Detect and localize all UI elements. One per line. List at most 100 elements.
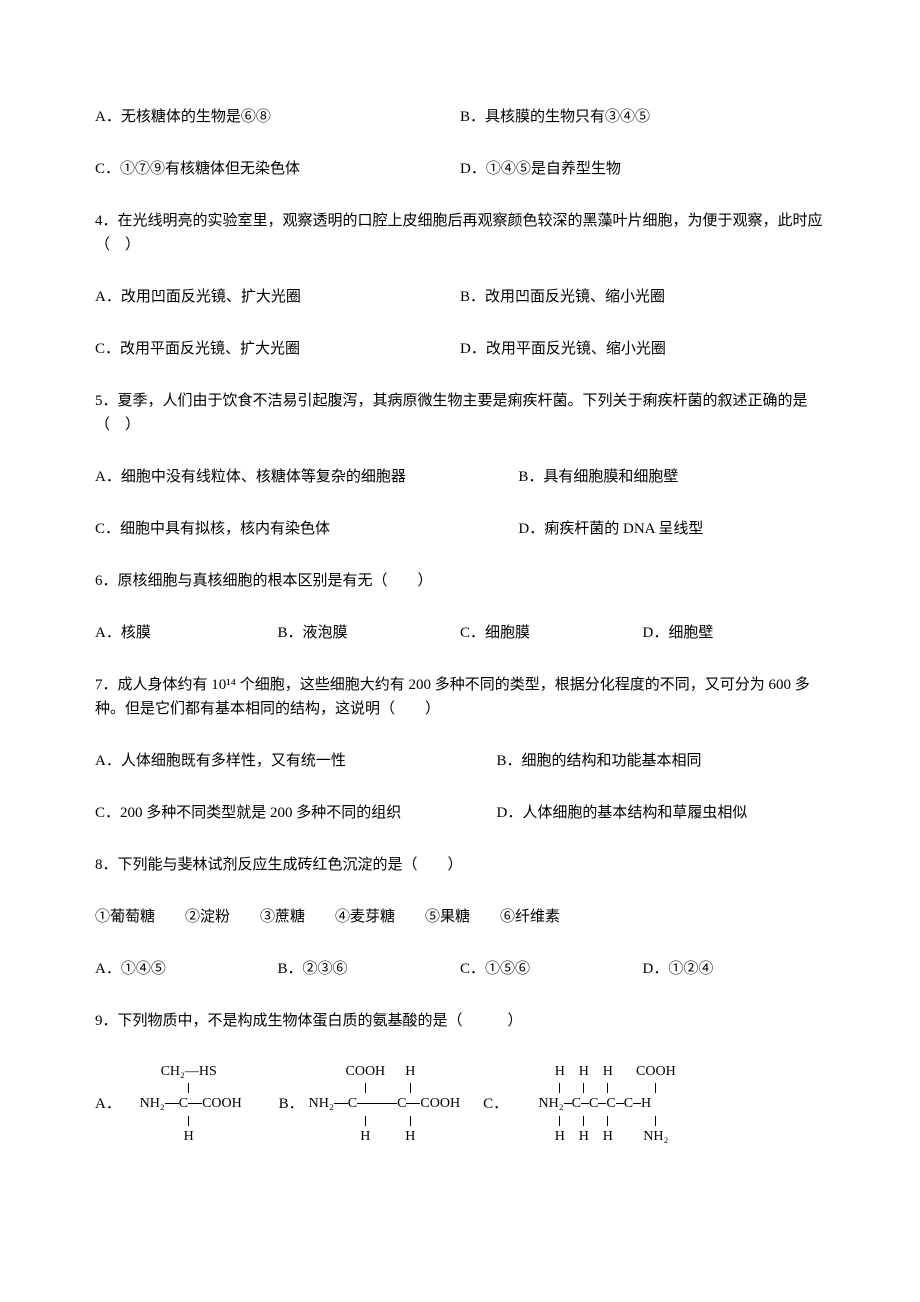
bond-icon	[583, 1116, 584, 1126]
formula-text: H	[548, 1061, 572, 1083]
formula-b: COOH H NH₂CCCOOH	[307, 1061, 461, 1148]
bond-icon	[598, 1103, 606, 1104]
option-prefix: D．	[497, 805, 523, 821]
formula-text: NH₂	[634, 1126, 678, 1148]
bond-icon	[357, 1103, 397, 1104]
bond-icon	[188, 1103, 202, 1104]
q6-text: 6．原核细胞与真核细胞的根本区别是有无（ ）	[95, 569, 825, 593]
option-text: 无核糖体的生物是⑥⑧	[121, 109, 271, 125]
formula-text: COOH	[420, 1093, 460, 1115]
bond-icon	[410, 1116, 411, 1126]
bond-icon	[655, 1083, 656, 1093]
option-text: 改用平面反光镜、扩大光圈	[120, 341, 300, 357]
formula-text: COOH	[343, 1061, 387, 1083]
option-prefix: A．	[95, 753, 121, 769]
option-text: 痢疾杆菌的 DNA 呈线型	[544, 521, 703, 537]
q4-option-a: A．改用凹面反光镜、扩大光圈	[95, 285, 460, 309]
formula-text: NH₂	[309, 1093, 334, 1115]
formula-text: H	[572, 1061, 596, 1083]
q9-option-a: A． CH₂—HS NH₂CCOOH H	[95, 1061, 257, 1148]
q3-option-d: D．①④⑤是自养型生物	[460, 157, 825, 181]
formula-text: H	[403, 1061, 417, 1083]
formula-text: COOH	[634, 1061, 678, 1083]
option-text: 核膜	[121, 625, 151, 641]
q7-option-a: A．人体细胞既有多样性，又有统一性	[95, 749, 497, 773]
option-text: 细胞中没有线粒体、核糖体等复杂的细胞器	[121, 469, 406, 485]
q5-options-row1: A．细胞中没有线粒体、核糖体等复杂的细胞器 B．具有细胞膜和细胞壁	[95, 465, 825, 489]
bond-icon	[188, 1083, 189, 1093]
q4-option-b: B．改用凹面反光镜、缩小光圈	[460, 285, 825, 309]
q5-text: 5．夏季，人们由于饮食不洁易引起腹泻，其病原微生物主要是痢疾杆菌。下列关于痢疾杆…	[95, 389, 825, 437]
formula-a: CH₂—HS NH₂CCOOH H	[125, 1061, 257, 1148]
q6-option-b: B．液泡膜	[278, 621, 461, 645]
bond-icon	[581, 1103, 589, 1104]
option-prefix: C．	[95, 521, 120, 537]
bond-icon	[607, 1116, 608, 1126]
option-prefix: D．	[460, 161, 486, 177]
q8-option-a: A．①④⑤	[95, 957, 278, 981]
formula-text: H	[182, 1126, 196, 1148]
q6-option-a: A．核膜	[95, 621, 278, 645]
q7-option-b: B．细胞的结构和功能基本相同	[497, 749, 702, 773]
q8-list: ①葡萄糖 ②淀粉 ③蔗糖 ④麦芽糖 ⑤果糖 ⑥纤维素	[95, 905, 825, 929]
option-prefix: D．	[460, 341, 486, 357]
option-prefix: C．	[460, 625, 485, 641]
option-prefix: A．	[95, 469, 121, 485]
option-prefix: A．	[95, 961, 121, 977]
q8-option-d: D．①②④	[643, 957, 826, 981]
bond-icon	[559, 1083, 560, 1093]
q7-option-d: D．人体细胞的基本结构和草履虫相似	[497, 801, 748, 825]
bond-icon	[655, 1116, 656, 1126]
option-text: 改用凹面反光镜、缩小光圈	[485, 289, 665, 305]
q5-options-row2: C．细胞中具有拟核，核内有染色体 D．痢疾杆菌的 DNA 呈线型	[95, 517, 825, 541]
option-text: 人体细胞的基本结构和草履虫相似	[522, 805, 747, 821]
option-prefix: C．	[95, 341, 120, 357]
formula-text: H	[572, 1126, 596, 1148]
option-text: ②③⑥	[303, 961, 348, 977]
q6-options: A．核膜 B．液泡膜 C．细胞膜 D．细胞壁	[95, 621, 825, 645]
formula-text: H	[596, 1061, 620, 1083]
option-prefix: A．	[95, 289, 121, 305]
q9-option-b: B． COOH H NH₂CCCOOH	[279, 1061, 462, 1148]
q8-option-c: C．①⑤⑥	[460, 957, 643, 981]
option-text: ①⑤⑥	[485, 961, 530, 977]
option-text: ①④⑤	[121, 961, 166, 977]
option-prefix: C．	[95, 161, 120, 177]
q7-options-row2: C．200 多种不同类型就是 200 多种不同的组织 D．人体细胞的基本结构和草…	[95, 801, 825, 825]
document-page: A．无核糖体的生物是⑥⑧ B．具核膜的生物只有③④⑤ C．①⑦⑨有核糖体但无染色…	[0, 0, 920, 1302]
bond-icon	[607, 1083, 608, 1093]
q4-option-d: D．改用平面反光镜、缩小光圈	[460, 337, 825, 361]
q4-options-row2: C．改用平面反光镜、扩大光圈 D．改用平面反光镜、缩小光圈	[95, 337, 825, 361]
q5-option-a: A．细胞中没有线粒体、核糖体等复杂的细胞器	[95, 465, 518, 489]
bond-icon	[559, 1116, 560, 1126]
option-prefix: B．	[518, 469, 543, 485]
q8-text: 8．下列能与斐林试剂反应生成砖红色沉淀的是（ ）	[95, 853, 825, 877]
q7-text: 7．成人身体约有 10¹⁴ 个细胞，这些细胞大约有 200 多种不同的类型，根据…	[95, 673, 825, 721]
option-prefix: C．	[483, 1096, 508, 1112]
formula-text: H	[343, 1126, 387, 1148]
formula-c: H H H COOH NH₂CCCCH	[512, 1061, 678, 1148]
bond-icon	[410, 1083, 411, 1093]
bond-icon	[165, 1103, 179, 1104]
q9-formulas: A． CH₂—HS NH₂CCOOH H B． COOH H	[95, 1061, 825, 1148]
option-text: 液泡膜	[303, 625, 348, 641]
q3-options-row1: A．无核糖体的生物是⑥⑧ B．具核膜的生物只有③④⑤	[95, 105, 825, 129]
q4-option-c: C．改用平面反光镜、扩大光圈	[95, 337, 460, 361]
option-text: 改用凹面反光镜、扩大光圈	[121, 289, 301, 305]
option-prefix: A．	[95, 625, 121, 641]
formula-text: CH₂—HS	[161, 1061, 217, 1083]
q9-option-c: C． H H H COOH	[483, 1061, 678, 1148]
formula-text: NH₂	[140, 1093, 165, 1115]
option-text: ①④⑤是自养型生物	[486, 161, 621, 177]
q5-option-d: D．痢疾杆菌的 DNA 呈线型	[518, 517, 703, 541]
formula-text: H	[548, 1126, 572, 1148]
bond-icon	[564, 1103, 572, 1104]
option-prefix: C．	[95, 805, 120, 821]
q3-options-row2: C．①⑦⑨有核糖体但无染色体 D．①④⑤是自养型生物	[95, 157, 825, 181]
q8-options: A．①④⑤ B．②③⑥ C．①⑤⑥ D．①②④	[95, 957, 825, 981]
q3-option-c: C．①⑦⑨有核糖体但无染色体	[95, 157, 460, 181]
option-text: 具核膜的生物只有③④⑤	[485, 109, 650, 125]
q7-options-row1: A．人体细胞既有多样性，又有统一性 B．细胞的结构和功能基本相同	[95, 749, 825, 773]
bond-icon	[583, 1083, 584, 1093]
formula-text: C	[572, 1093, 581, 1115]
